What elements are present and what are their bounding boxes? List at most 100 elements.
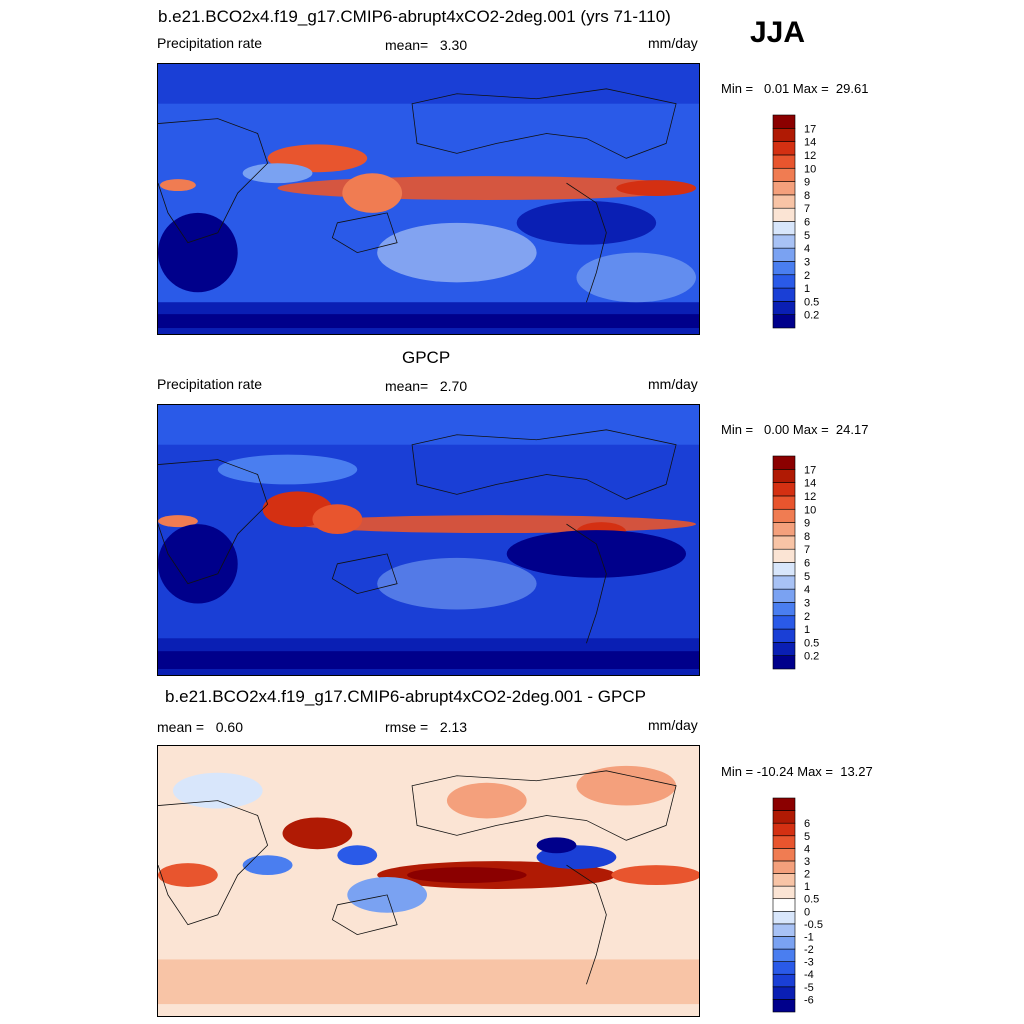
panel-2-colorbar-tick-label: 10 [804, 504, 816, 516]
panel-3-colorbar-box [772, 936, 796, 950]
panel-2-colorbar-tick-label: 4 [804, 584, 810, 596]
panel-2-colorbar-box [772, 548, 796, 563]
panel-1-colorbar-box [772, 114, 796, 129]
panel-3-colorbar-box [772, 948, 796, 962]
panel-2-colorbar-box [772, 655, 796, 670]
panel-2-colorbar-tick-label: 7 [804, 544, 810, 556]
panel-2-colorbar-box [772, 588, 796, 603]
panel-3-colorbar-tick-label: 1 [804, 881, 810, 893]
panel-3-map [157, 745, 700, 1017]
panel-2-colorbar-box [772, 455, 796, 470]
panel-2-colorbar-box [772, 482, 796, 497]
panel-1-colorbar-box [772, 128, 796, 142]
panel-2-minmax: Min = 0.00 Max = 24.17 [721, 422, 869, 437]
panel-3-colorbar-tick-label: -4 [804, 969, 814, 981]
panel-1-precip-field [158, 64, 699, 334]
panel-3-colorbar-box [772, 835, 796, 849]
panel-1-colorbar-box [772, 261, 796, 276]
panel-3-rmse: rmse = 2.13 [385, 719, 468, 735]
panel-3-colorbar-box [772, 986, 796, 1000]
panel-1-colorbar-box [772, 154, 796, 169]
panel-2-precip-field [158, 405, 699, 675]
panel-2-colorbar-tick-label: 14 [804, 478, 816, 490]
panel-3-colorbar-tick-label: 0.5 [804, 894, 819, 906]
panel-3-colorbar-box [772, 961, 796, 975]
panel-2-colorbar-tick-label: 5 [804, 571, 810, 583]
panel-3-colorbar-tick-label: -0.5 [804, 919, 823, 931]
season-label: JJA [750, 16, 806, 49]
panel-2-colorbar-box [772, 495, 796, 510]
panel-2-colorbar-tick-label: 6 [804, 558, 810, 570]
panel-1-colorbar-tick-label: 0.2 [804, 310, 819, 322]
panel-1-colorbar-tick-label: 9 [804, 177, 810, 189]
panel-1-colorbar-box [772, 181, 796, 196]
panel-2-left-label: Precipitation rate [157, 376, 263, 392]
panel-2-colorbar-tick-label: 2 [804, 611, 810, 623]
panel-1-colorbar-box [772, 167, 796, 182]
panel-2-units: mm/day [648, 376, 698, 392]
panel-1-map [157, 63, 700, 335]
panel-3-colorbar-tick-label: 2 [804, 869, 810, 881]
panel-3-units: mm/day [648, 717, 698, 733]
panel-1-colorbar-tick-label: 5 [804, 230, 810, 242]
panel-1-left-label: Precipitation rate [157, 35, 263, 51]
panel-3-colorbar-tick-label: 6 [804, 818, 810, 830]
panel-3-diff-field [158, 746, 699, 1016]
panel-1-colorbar-tick-label: 12 [804, 150, 816, 162]
panel-3-colorbar-tick-label: 0 [804, 906, 810, 918]
panel-2-colorbar-box [772, 469, 796, 483]
panel-2-colorbar-box [772, 602, 796, 617]
panel-1-colorbar-tick-label: 2 [804, 270, 810, 282]
panel-2-colorbar-tick-label: 17 [804, 464, 816, 476]
panel-2-colorbar-box [772, 628, 796, 643]
panel-1-colorbar-box [772, 274, 796, 289]
panel-3-colorbar-box [772, 797, 796, 811]
panel-3-colorbar-box [772, 999, 796, 1013]
panel-1-colorbar-tick-label: 0.5 [804, 296, 819, 308]
panel-2-map [157, 404, 700, 676]
panel-3-colorbar-box [772, 923, 796, 937]
panel-3-colorbar-box [772, 822, 796, 837]
panel-1-colorbar-box [772, 194, 796, 209]
panel-1-colorbar-tick-label: 8 [804, 190, 810, 202]
panel-3-colorbar-box [772, 810, 796, 824]
panel-3-colorbar-box [772, 973, 796, 988]
panel-2-title: GPCP [402, 348, 451, 367]
panel-2-colorbar-tick-label: 0.2 [804, 651, 819, 663]
panel-3-colorbar-tick-label: -1 [804, 931, 814, 943]
panel-3-colorbar-tick-label: -2 [804, 944, 814, 956]
panel-1-colorbar-box [772, 207, 796, 222]
panel-2-mean: mean= 2.70 [385, 378, 468, 394]
panel-3-colorbar-box [772, 860, 796, 874]
panel-3-colorbar-box [772, 848, 796, 862]
panel-1-colorbar-tick-label: 10 [804, 163, 816, 175]
panel-3-colorbar-box [772, 898, 796, 912]
panel-2-colorbar-box [772, 508, 796, 523]
panel-3-colorbar-box [772, 873, 796, 887]
panel-1-colorbar-box [772, 234, 796, 249]
panel-3-mean: mean = 0.60 [157, 719, 244, 735]
panel-1-colorbar-tick-label: 17 [804, 123, 816, 135]
panel-2-colorbar-tick-label: 8 [804, 531, 810, 543]
panel-2-colorbar-tick-label: 12 [804, 491, 816, 503]
panel-1-colorbar-tick-label: 7 [804, 203, 810, 215]
panel-1-title: b.e21.BCO2x4.f19_g17.CMIP6-abrupt4xCO2-2… [158, 7, 671, 26]
panel-2-colorbar-box [772, 575, 796, 590]
panel-1-colorbar-box [772, 287, 796, 302]
panel-2-colorbar-box [772, 522, 796, 537]
panel-1-colorbar-tick-label: 6 [804, 217, 810, 229]
panel-3-colorbar-box [772, 885, 796, 900]
panel-1-mean: mean= 3.30 [385, 37, 468, 53]
panel-1-colorbar-box [772, 314, 796, 329]
panel-2-colorbar-box [772, 615, 796, 630]
panel-1-colorbar-box [772, 301, 796, 315]
panel-1-colorbar-tick-label: 14 [804, 137, 816, 149]
panel-3-colorbar-tick-label: -3 [804, 957, 814, 969]
panel-2-colorbar: 0.2 0.5 1 2 3 4 5 6 7 8 9 10 12 14 17 [772, 455, 819, 670]
panel-1-units: mm/day [648, 35, 698, 51]
panel-2-colorbar-tick-label: 1 [804, 624, 810, 636]
panel-1-colorbar-box [772, 141, 796, 156]
panel-1-colorbar-tick-label: 4 [804, 243, 810, 255]
